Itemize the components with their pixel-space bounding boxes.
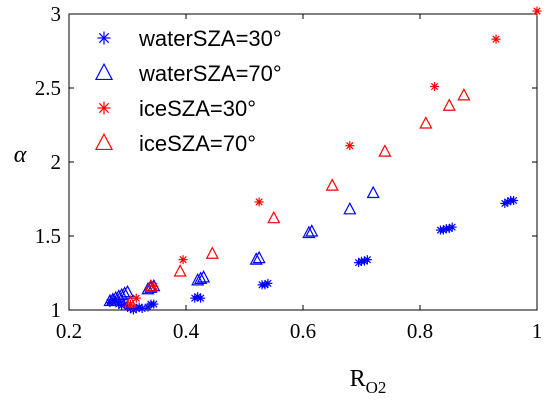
asterisk-point	[149, 299, 159, 309]
triangle-point	[191, 272, 205, 286]
triangle-point	[205, 246, 219, 259]
legend: waterSZA=30° waterSZA=70° iceSZA=30° iceSZA…	[94, 26, 282, 156]
triangle-point	[267, 210, 281, 224]
data-points	[103, 6, 542, 315]
triangle-point	[118, 286, 132, 299]
triangle-point	[115, 287, 129, 301]
plot-area	[68, 13, 538, 311]
legend-label: iceSZA=30°	[139, 96, 256, 121]
triangle-point	[112, 289, 126, 302]
y-tick-label: 1.5	[35, 224, 61, 248]
legend-label: waterSZA=30°	[138, 26, 282, 51]
triangle-point	[123, 295, 137, 308]
asterisk-point	[362, 255, 372, 265]
triangle-point	[366, 185, 380, 199]
asterisk-point	[131, 293, 141, 303]
asterisk-point	[491, 34, 501, 44]
x-tick-label: 0.2	[56, 319, 82, 343]
triangle-point	[106, 292, 120, 305]
axis-ticks: 0.2 0.4 0.6 0.8 1 1 1.5 2 2.5 3	[35, 2, 543, 343]
triangle-point	[343, 201, 357, 215]
asterisk-point	[254, 197, 264, 207]
legend-triangle-icon	[94, 132, 114, 151]
triangle-point	[120, 284, 135, 298]
asterisk-point	[137, 304, 147, 314]
triangle-point	[249, 252, 263, 265]
x-tick-label: 1	[532, 319, 543, 343]
triangle-point	[109, 290, 123, 304]
series-0	[105, 195, 519, 315]
triangle-point	[302, 225, 316, 239]
asterisk-point	[430, 82, 440, 92]
x-tick-label: 0.6	[290, 319, 316, 343]
triangle-point	[194, 271, 208, 284]
axis-labels: RO2 α	[14, 142, 387, 397]
triangle-point	[103, 293, 117, 307]
triangle-point	[378, 144, 392, 157]
asterisk-point	[532, 6, 542, 16]
x-tick-label: 0.4	[173, 319, 200, 343]
triangle-point	[325, 178, 339, 191]
triangle-point	[196, 270, 211, 283]
x-axis-label: RO2	[350, 366, 387, 397]
series-1	[103, 185, 380, 307]
asterisk-point	[447, 222, 457, 232]
asterisk-point	[263, 278, 273, 288]
series-3	[123, 87, 471, 308]
triangle-point	[252, 250, 266, 264]
y-axis-label: α	[14, 142, 27, 168]
y-tick-label: 1	[51, 298, 62, 322]
legend-asterisk-icon	[97, 101, 111, 115]
plot-frame	[68, 13, 538, 311]
y-tick-label: 3	[51, 2, 62, 26]
asterisk-point	[509, 195, 519, 205]
legend-triangle-icon	[94, 62, 114, 81]
legend-asterisk-icon	[97, 31, 111, 45]
asterisk-point	[345, 141, 355, 151]
asterisk-point	[178, 255, 188, 265]
x-tick-label: 0.8	[407, 319, 433, 343]
series-2	[125, 6, 542, 309]
triangle-point	[144, 278, 158, 292]
triangle-point	[141, 281, 155, 295]
triangle-point	[442, 98, 456, 111]
asterisk-point	[196, 293, 206, 303]
triangle-point	[419, 116, 433, 129]
legend-label: iceSZA=70°	[139, 131, 256, 156]
triangle-point	[305, 224, 319, 237]
triangle-point	[457, 87, 471, 101]
y-tick-label: 2.5	[35, 76, 61, 100]
triangle-point	[173, 264, 187, 277]
legend-label: waterSZA=70°	[138, 61, 282, 86]
y-tick-label: 2	[51, 150, 62, 174]
